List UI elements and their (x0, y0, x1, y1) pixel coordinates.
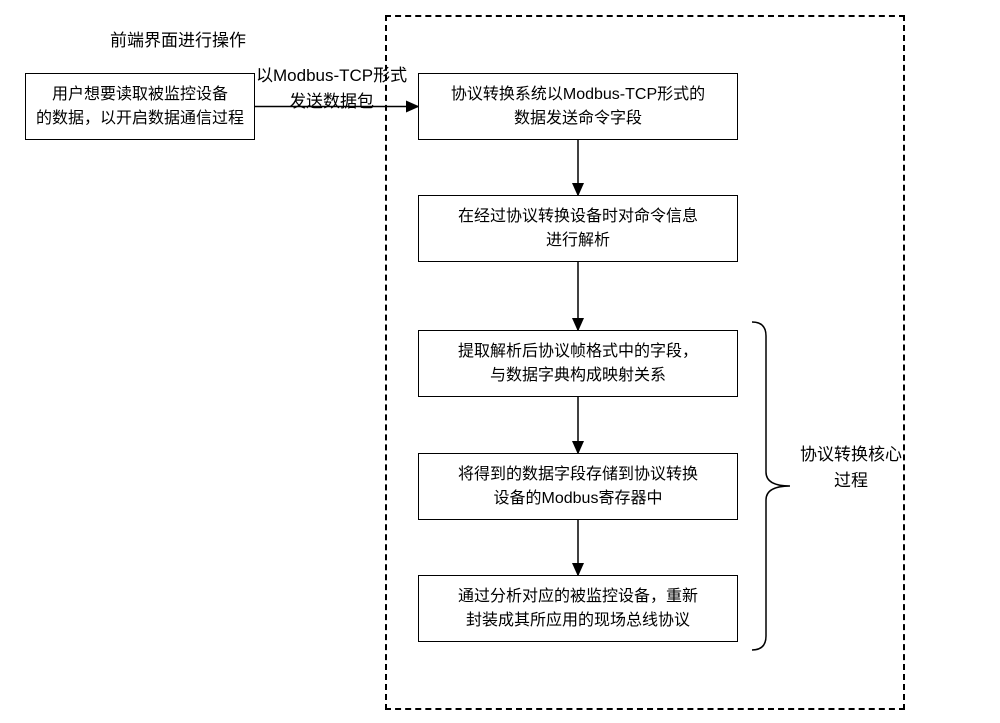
node-n6: 通过分析对应的被监控设备，重新封装成其所应用的现场总线协议 (418, 575, 738, 642)
label-title: 前端界面进行操作 (110, 28, 246, 54)
label-side_label: 协议转换核心过程 (800, 442, 902, 493)
node-n2: 协议转换系统以Modbus-TCP形式的数据发送命令字段 (418, 73, 738, 140)
node-n3: 在经过协议转换设备时对命令信息进行解析 (418, 195, 738, 262)
label-arrow_label: 以Modbus-TCP形式发送数据包 (256, 63, 407, 114)
node-n4: 提取解析后协议帧格式中的字段，与数据字典构成映射关系 (418, 330, 738, 397)
node-n5: 将得到的数据字段存储到协议转换设备的Modbus寄存器中 (418, 453, 738, 520)
node-n1: 用户想要读取被监控设备的数据，以开启数据通信过程 (25, 73, 255, 140)
